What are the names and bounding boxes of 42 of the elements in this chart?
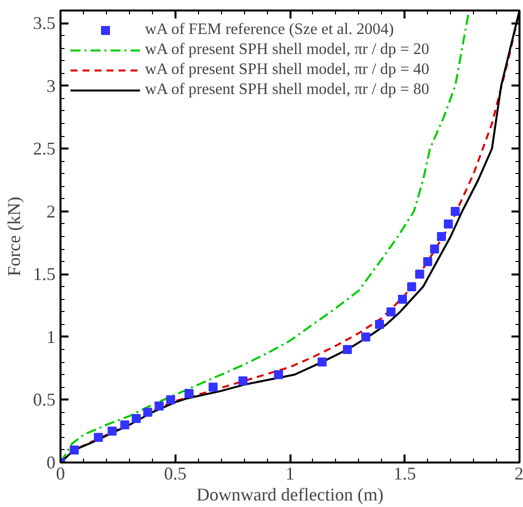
y-tick-label: 1 bbox=[46, 326, 56, 347]
point bbox=[238, 376, 248, 386]
point bbox=[184, 388, 194, 398]
point bbox=[94, 432, 103, 442]
point bbox=[361, 332, 370, 342]
y-tick-label: 2 bbox=[46, 201, 56, 222]
point bbox=[342, 345, 352, 354]
point bbox=[318, 358, 327, 367]
point bbox=[450, 206, 460, 216]
point bbox=[154, 402, 164, 410]
point bbox=[375, 320, 384, 329]
legend-label: wA of present SPH shell model, πr / dp = 40 bbox=[145, 61, 430, 79]
point bbox=[274, 370, 284, 380]
point bbox=[436, 232, 446, 241]
y-tick-label: 2.5 bbox=[33, 138, 56, 159]
legend-label: wA of present SPH shell model, πr / dp = 80 bbox=[145, 81, 430, 99]
point bbox=[444, 219, 453, 228]
legend-label: wA of FEM reference (Sze et al. 2004) bbox=[145, 21, 394, 39]
point bbox=[430, 244, 440, 254]
y-tick-label: 1.5 bbox=[33, 264, 56, 284]
point bbox=[120, 420, 130, 430]
x-axis-title: Downward deflection (m) bbox=[196, 484, 384, 504]
point bbox=[407, 282, 416, 292]
point bbox=[70, 445, 79, 454]
y-tick-label: 0.5 bbox=[33, 390, 56, 410]
y-axis-title: Force (kN) bbox=[4, 196, 24, 276]
y-tick-label: 3.5 bbox=[33, 13, 56, 34]
point bbox=[208, 382, 218, 392]
point bbox=[143, 408, 152, 417]
point bbox=[415, 270, 424, 279]
legend-label: wA of present SPH shell model, πr / dp = 20 bbox=[145, 41, 430, 59]
point bbox=[398, 294, 407, 304]
x-tick-label: 2 bbox=[514, 464, 523, 484]
y-tick-label: 3 bbox=[46, 76, 56, 96]
point bbox=[423, 257, 432, 266]
point bbox=[132, 414, 141, 424]
x-tick-label: 0.5 bbox=[164, 464, 186, 484]
x-tick-label: 1.5 bbox=[394, 464, 416, 484]
point bbox=[386, 307, 396, 316]
point bbox=[166, 395, 176, 404]
point bbox=[108, 426, 117, 436]
x-tick-label: 1 bbox=[286, 464, 294, 484]
